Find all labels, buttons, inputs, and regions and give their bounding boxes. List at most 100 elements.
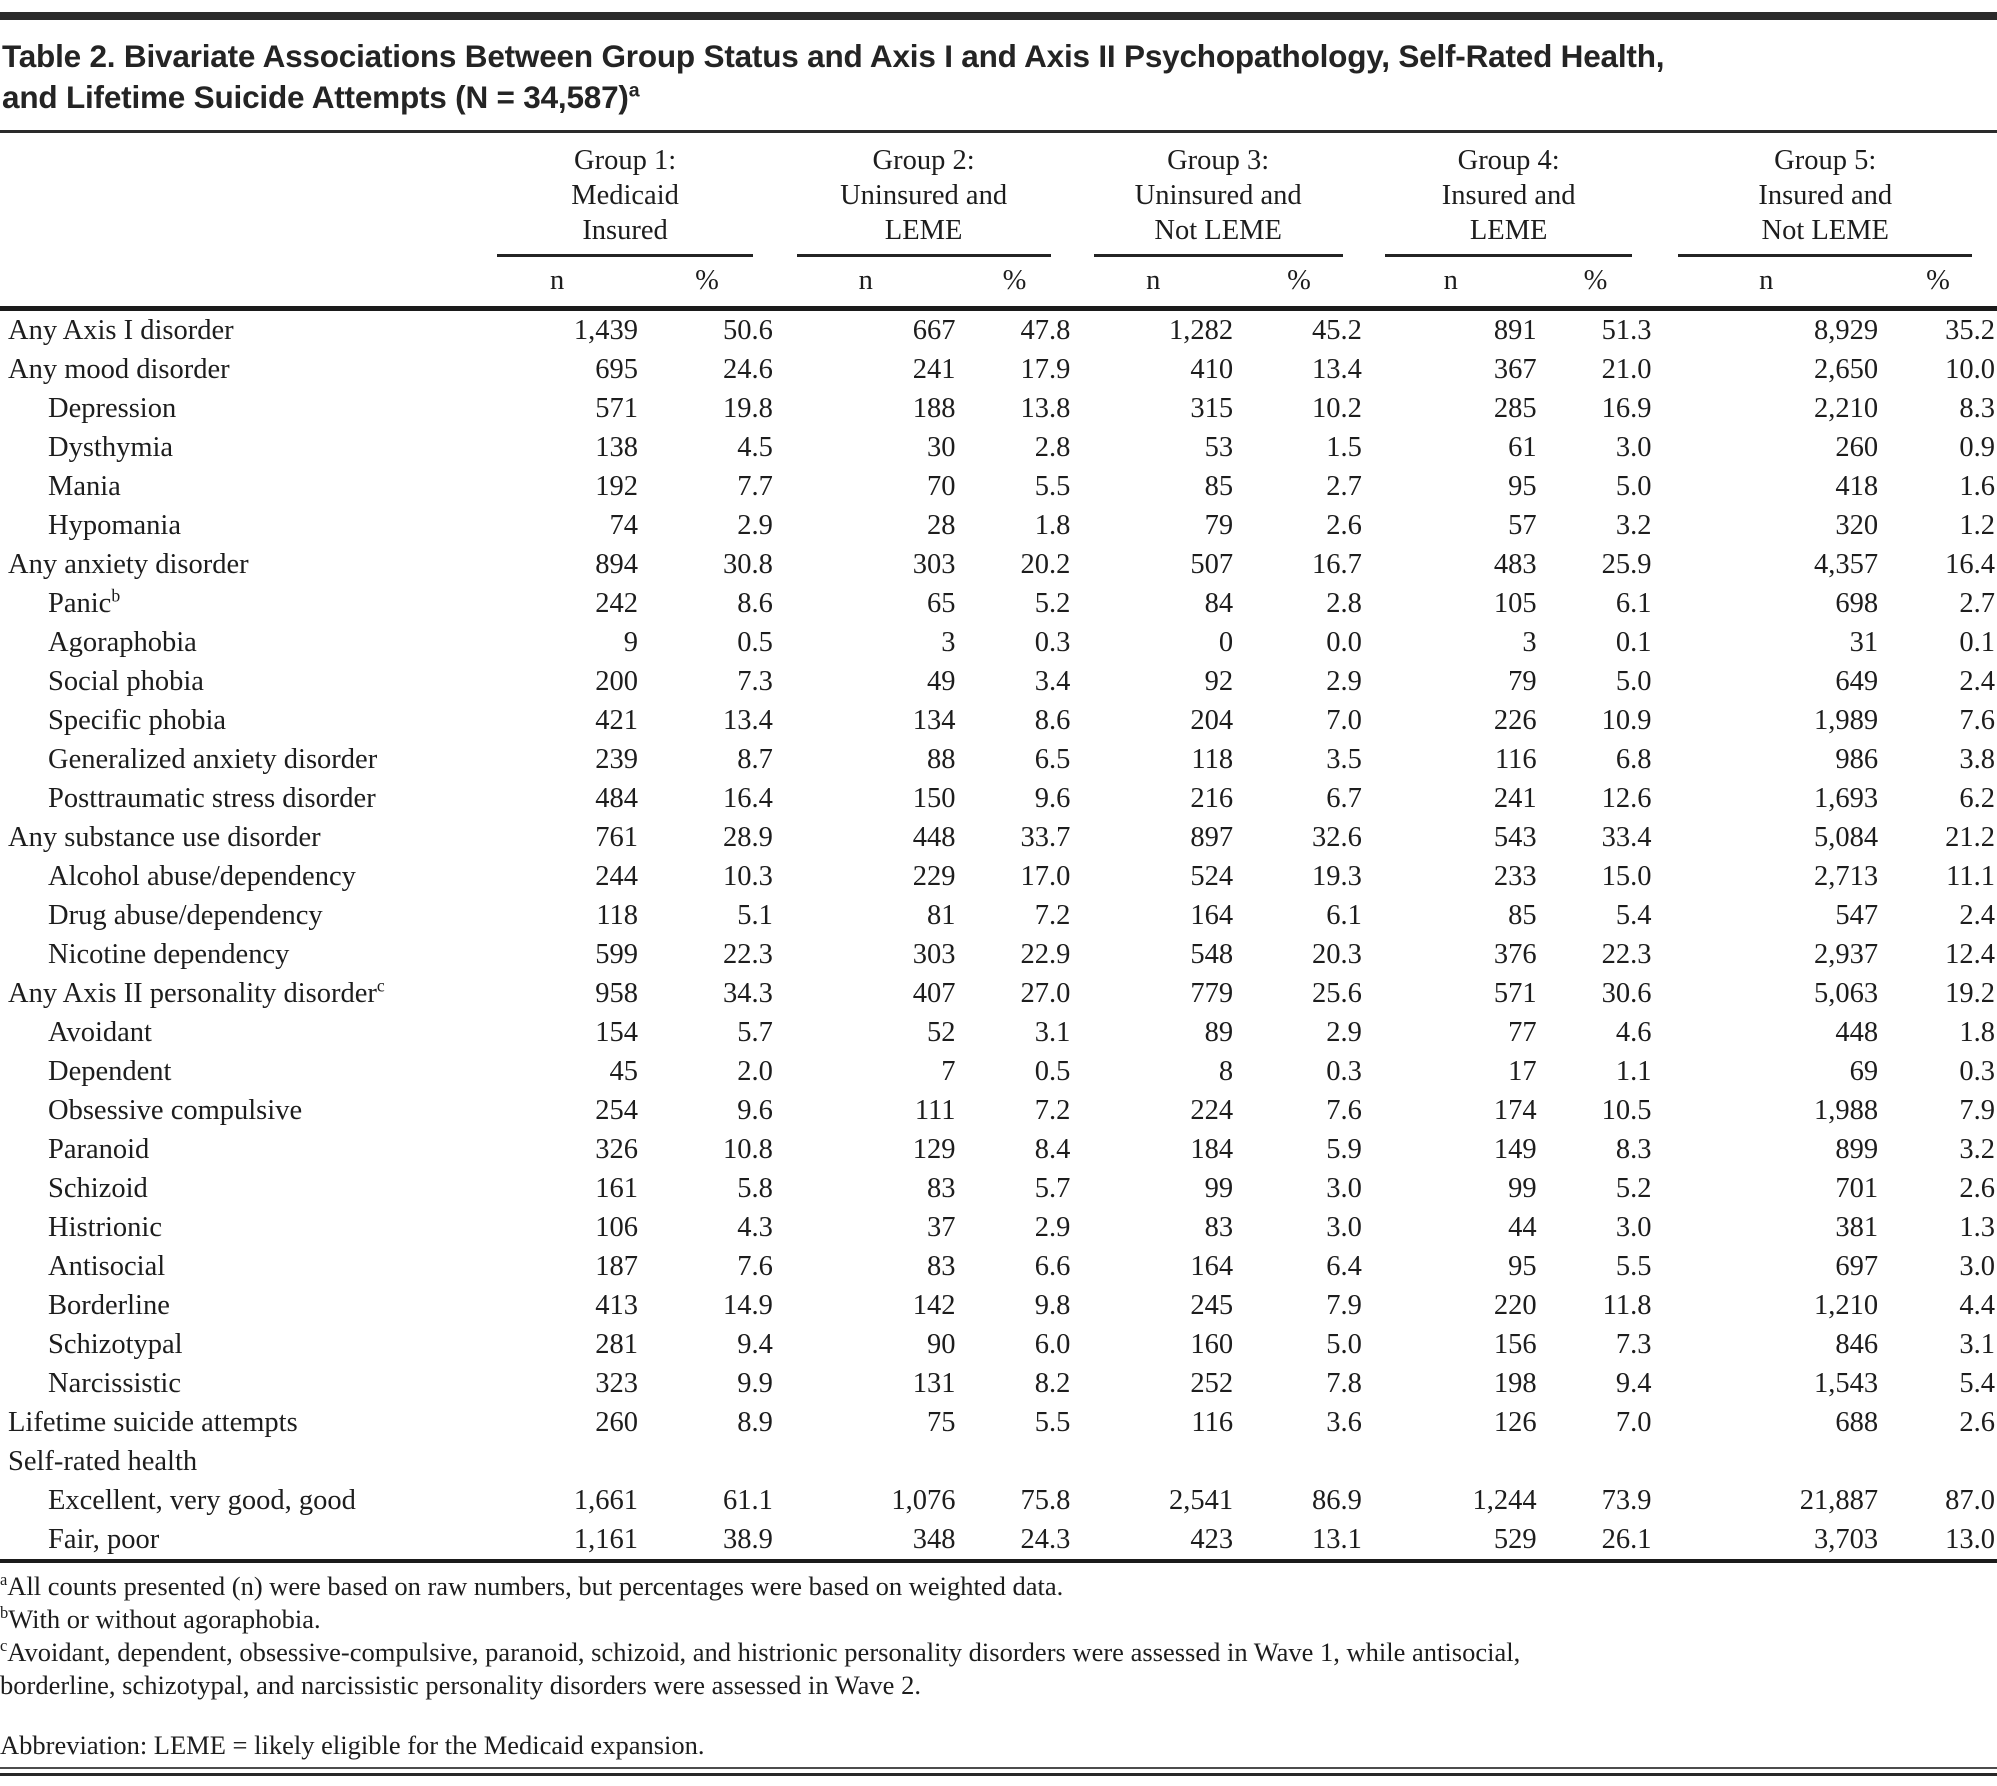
col-header-pct: % bbox=[1234, 258, 1364, 311]
pct-cell: 1.1 bbox=[1615, 1056, 1652, 1087]
n-cell: 138 bbox=[595, 432, 639, 463]
table-row: Any substance use disorder 761 28.9 448 33.7… bbox=[0, 818, 1997, 857]
n-cell: 149 bbox=[1493, 1134, 1537, 1165]
n-cell: 99 bbox=[1508, 1173, 1537, 1204]
pct-cell: 4.5 bbox=[737, 432, 773, 463]
n-cell: 1,210 bbox=[1813, 1290, 1879, 1321]
n-cell: 116 bbox=[1494, 744, 1537, 775]
pct-cell: 2.8 bbox=[1034, 432, 1071, 463]
n-cell: 698 bbox=[1835, 588, 1879, 619]
table-body: Any Axis I disorder 1,439 50.6 667 47.8 1,282… bbox=[0, 309, 1997, 1563]
n-cell: 688 bbox=[1835, 1407, 1879, 1438]
subheader-row: n % n % n % n % n % bbox=[0, 258, 1997, 311]
n-cell: 1,439 bbox=[573, 315, 639, 346]
n-cell: 381 bbox=[1835, 1212, 1879, 1243]
pct-cell: 22.3 bbox=[722, 939, 773, 970]
n-cell: 667 bbox=[912, 315, 956, 346]
pct-cell: 10.2 bbox=[1312, 393, 1362, 424]
pct-cell: 4.6 bbox=[1615, 1017, 1652, 1048]
n-cell: 156 bbox=[1493, 1329, 1537, 1360]
n-cell: 30 bbox=[927, 432, 956, 463]
pct-cell: 3.0 bbox=[1326, 1173, 1362, 1204]
title-footnote-marker: a bbox=[628, 79, 640, 102]
n-cell: 958 bbox=[595, 978, 639, 1009]
table-row: Obsessive compulsive 254 9.6 111 7.2 224 7.6 17… bbox=[0, 1091, 1997, 1130]
pct-cell: 9.4 bbox=[1615, 1368, 1652, 1399]
pct-cell: 1.8 bbox=[1959, 1017, 1995, 1048]
pct-cell: 5.5 bbox=[1034, 1407, 1071, 1438]
n-cell: 134 bbox=[912, 705, 956, 736]
pct-cell: 10.5 bbox=[1601, 1095, 1652, 1126]
pct-cell: 8.2 bbox=[1034, 1368, 1071, 1399]
pct-cell: 7.3 bbox=[737, 666, 773, 697]
footnote-abbreviation: Abbreviation: LEME = likely eligible for… bbox=[0, 1729, 705, 1760]
n-cell: 57 bbox=[1508, 510, 1537, 541]
pct-cell: 8.3 bbox=[1615, 1134, 1652, 1165]
n-cell: 198 bbox=[1493, 1368, 1537, 1399]
pct-cell: 10.3 bbox=[722, 861, 773, 892]
n-cell: 254 bbox=[595, 1095, 639, 1126]
row-label: Lifetime suicide attempts bbox=[8, 1407, 298, 1438]
n-cell: 1,282 bbox=[1168, 315, 1234, 346]
n-cell: 192 bbox=[595, 471, 639, 502]
n-cell: 116 bbox=[1191, 1407, 1234, 1438]
pct-cell: 5.0 bbox=[1326, 1329, 1362, 1360]
n-cell: 233 bbox=[1493, 861, 1537, 892]
pct-cell: 3.2 bbox=[1615, 510, 1652, 541]
pct-cell: 3.0 bbox=[1326, 1212, 1362, 1243]
col-header-pct: % bbox=[1537, 258, 1654, 311]
pct-cell: 75.8 bbox=[1020, 1485, 1071, 1516]
pct-cell: 2.9 bbox=[1326, 666, 1362, 697]
pct-cell: 3.2 bbox=[1959, 1134, 1995, 1165]
n-cell: 49 bbox=[927, 666, 956, 697]
row-label: Social phobia bbox=[48, 666, 204, 697]
n-cell: 31 bbox=[1849, 627, 1879, 658]
col-header-pct: % bbox=[956, 258, 1073, 311]
pct-cell: 7.9 bbox=[1959, 1095, 1995, 1126]
n-cell: 1,693 bbox=[1813, 783, 1879, 814]
n-cell: 92 bbox=[1204, 666, 1234, 697]
pct-cell: 5.2 bbox=[1034, 588, 1071, 619]
table-row: Drug abuse/dependency 118 5.1 81 7.2 164 6.1 85… bbox=[0, 896, 1997, 935]
n-cell: 239 bbox=[595, 744, 639, 775]
pct-cell: 0.1 bbox=[1959, 627, 1995, 658]
table-row: Antisocial 187 7.6 83 6.6 164 6.4 95 5.5 697 3.0 bbox=[0, 1247, 1997, 1286]
col-header-n: n bbox=[1072, 258, 1235, 311]
n-cell: 21,887 bbox=[1799, 1485, 1879, 1516]
col-header-pct: % bbox=[1879, 258, 1997, 311]
row-label: Any Axis I disorder bbox=[8, 315, 234, 346]
bottom-double-rule bbox=[0, 1766, 1997, 1776]
row-label: Any mood disorder bbox=[8, 354, 230, 385]
n-cell: 891 bbox=[1493, 315, 1537, 346]
n-cell bbox=[1364, 1442, 1538, 1481]
n-cell: 1,989 bbox=[1813, 705, 1879, 736]
row-label: Panicb bbox=[48, 585, 121, 619]
n-cell: 224 bbox=[1190, 1095, 1234, 1126]
pct-cell: 5.7 bbox=[1034, 1173, 1071, 1204]
table-row: Alcohol abuse/dependency 244 10.3 229 17.0 52… bbox=[0, 857, 1997, 896]
row-label: Hypomania bbox=[48, 510, 181, 541]
n-cell: 74 bbox=[609, 510, 639, 541]
pct-cell: 3.0 bbox=[1615, 1212, 1652, 1243]
row-label: Posttraumatic stress disorder bbox=[48, 783, 376, 814]
row-label: Nicotine dependency bbox=[48, 939, 290, 970]
table-row: Posttraumatic stress disorder 484 16.4 150 9… bbox=[0, 779, 1997, 818]
pct-cell: 34.3 bbox=[722, 978, 773, 1009]
n-cell: 17 bbox=[1508, 1056, 1537, 1087]
table-row: Fair, poor 1,161 38.9 348 24.3 423 13.1 529 26.1… bbox=[0, 1520, 1997, 1563]
table-row: Nicotine dependency 599 22.3 303 22.9 548 20.3… bbox=[0, 935, 1997, 974]
row-label: Depression bbox=[48, 393, 177, 424]
pct-cell: 47.8 bbox=[1020, 315, 1071, 346]
table-row: Paranoid 326 10.8 129 8.4 184 5.9 149 8.3 899 3.2 bbox=[0, 1130, 1997, 1169]
n-cell: 448 bbox=[912, 822, 956, 853]
row-label: Generalized anxiety disorder bbox=[48, 744, 378, 775]
n-cell: 285 bbox=[1493, 393, 1537, 424]
bivariate-associations-table: Group 1: Medicaid Insured Group 2: Unins… bbox=[0, 133, 1997, 1563]
n-cell: 83 bbox=[927, 1173, 956, 1204]
n-cell: 260 bbox=[1835, 432, 1879, 463]
pct-cell: 21.0 bbox=[1601, 354, 1652, 385]
n-cell: 281 bbox=[595, 1329, 639, 1360]
n-cell: 164 bbox=[1190, 1251, 1234, 1282]
table-row: Mania 192 7.7 70 5.5 85 2.7 95 5.0 418 1.6 bbox=[0, 467, 1997, 506]
n-cell: 37 bbox=[927, 1212, 956, 1243]
